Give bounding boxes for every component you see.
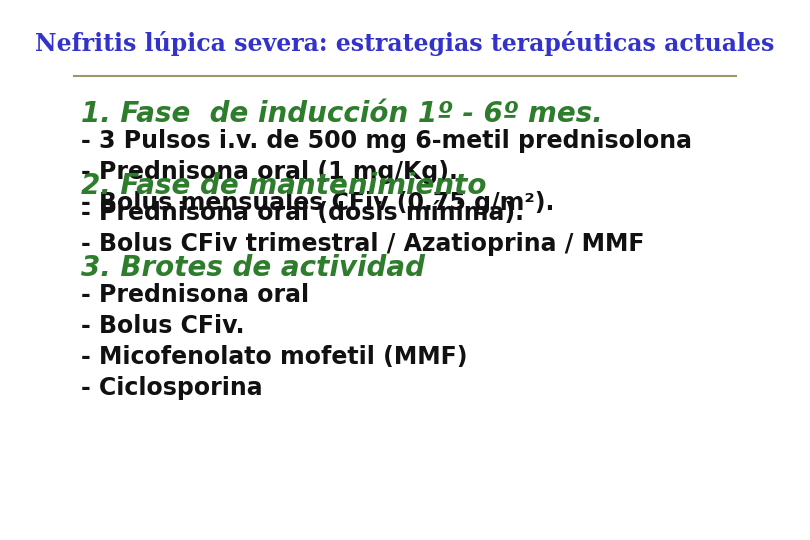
Text: - Bolus mensuales CFiv (0.75 g/m²).: - Bolus mensuales CFiv (0.75 g/m²). <box>81 191 554 215</box>
Text: - Prednisona oral (1 mg/Kg).: - Prednisona oral (1 mg/Kg). <box>81 160 458 184</box>
Text: Nefritis lúpica severa: estrategias terapéuticas actuales: Nefritis lúpica severa: estrategias tera… <box>36 31 774 56</box>
Text: - Micofenolato mofetil (MMF): - Micofenolato mofetil (MMF) <box>81 345 467 369</box>
Text: 1. Fase  de inducción 1º - 6º mes.: 1. Fase de inducción 1º - 6º mes. <box>81 100 603 128</box>
Text: 3. Brotes de actividad: 3. Brotes de actividad <box>81 254 424 282</box>
Text: - Ciclosporina: - Ciclosporina <box>81 376 262 400</box>
Text: - Prednisona oral: - Prednisona oral <box>81 284 309 307</box>
Text: - Prednisona oral (dosis mínima).: - Prednisona oral (dosis mínima). <box>81 201 524 225</box>
Text: - Bolus CFiv trimestral / Azatioprina / MMF: - Bolus CFiv trimestral / Azatioprina / … <box>81 232 644 256</box>
Text: 2. Fase de mantenimiento: 2. Fase de mantenimiento <box>81 172 486 200</box>
Text: - Bolus CFiv.: - Bolus CFiv. <box>81 314 244 338</box>
Text: - 3 Pulsos i.v. de 500 mg 6-metil prednisolona: - 3 Pulsos i.v. de 500 mg 6-metil predni… <box>81 129 692 153</box>
